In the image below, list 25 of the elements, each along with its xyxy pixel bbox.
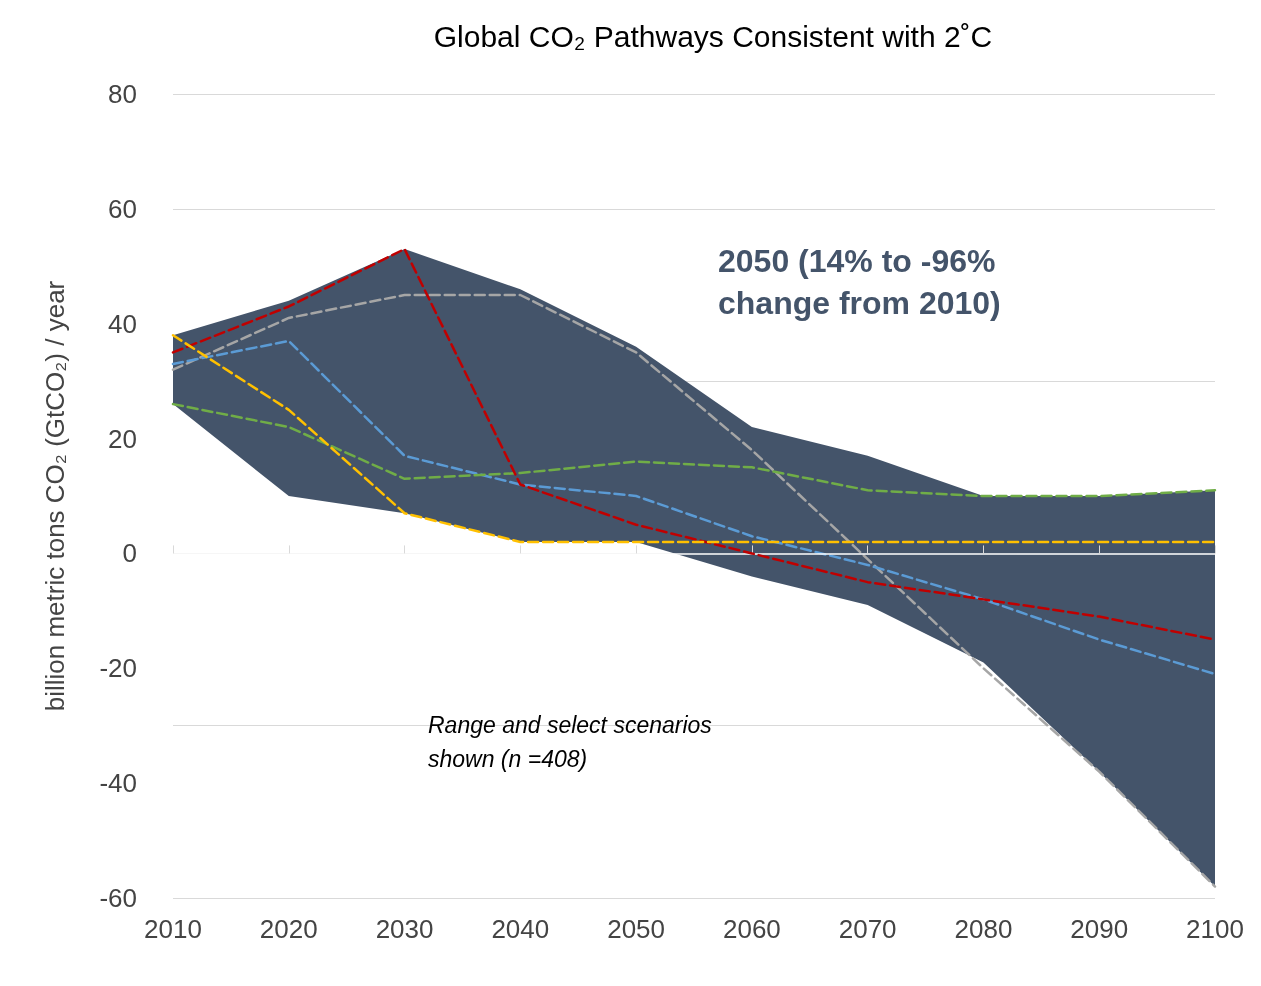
- x-tick-label: 2020: [259, 914, 318, 944]
- y-tick-label: 40: [108, 308, 137, 339]
- y-tick-label: 20: [108, 423, 137, 454]
- y-tick-label: -20: [99, 653, 137, 684]
- line-series: [171, 339, 1217, 676]
- x-tick-label: 2070: [838, 914, 897, 944]
- annotation: 2050 (14% to -96% change from 2010): [718, 243, 1005, 321]
- x-tick-label: 2050: [607, 914, 666, 944]
- line-series: [171, 333, 1217, 544]
- y-tick-label: -60: [99, 883, 137, 913]
- x-tick-label: 2030: [375, 914, 434, 944]
- x-tick-label: 2060: [722, 914, 781, 944]
- annotation: Range and select scenarios shown (n =408): [428, 712, 719, 772]
- y-tick-label: 60: [108, 193, 137, 224]
- chart-title: Global CO₂ Pathways Consistent with 2˚C: [433, 19, 993, 53]
- x-tick-label: 2040: [491, 914, 550, 944]
- line-series: [171, 402, 1217, 498]
- y-tick-label: 80: [108, 79, 137, 109]
- x-tick-label: 2080: [954, 914, 1013, 944]
- x-tick-label: 2010: [144, 914, 202, 944]
- x-tick-label: 2090: [1070, 914, 1129, 944]
- y-tick-label: -40: [99, 768, 137, 799]
- y-tick-label: 0: [122, 538, 137, 569]
- x-tick-label: 2100: [1186, 914, 1244, 944]
- y-axis-title: billion metric tons CO₂ (GtCO₂) / year: [40, 280, 70, 712]
